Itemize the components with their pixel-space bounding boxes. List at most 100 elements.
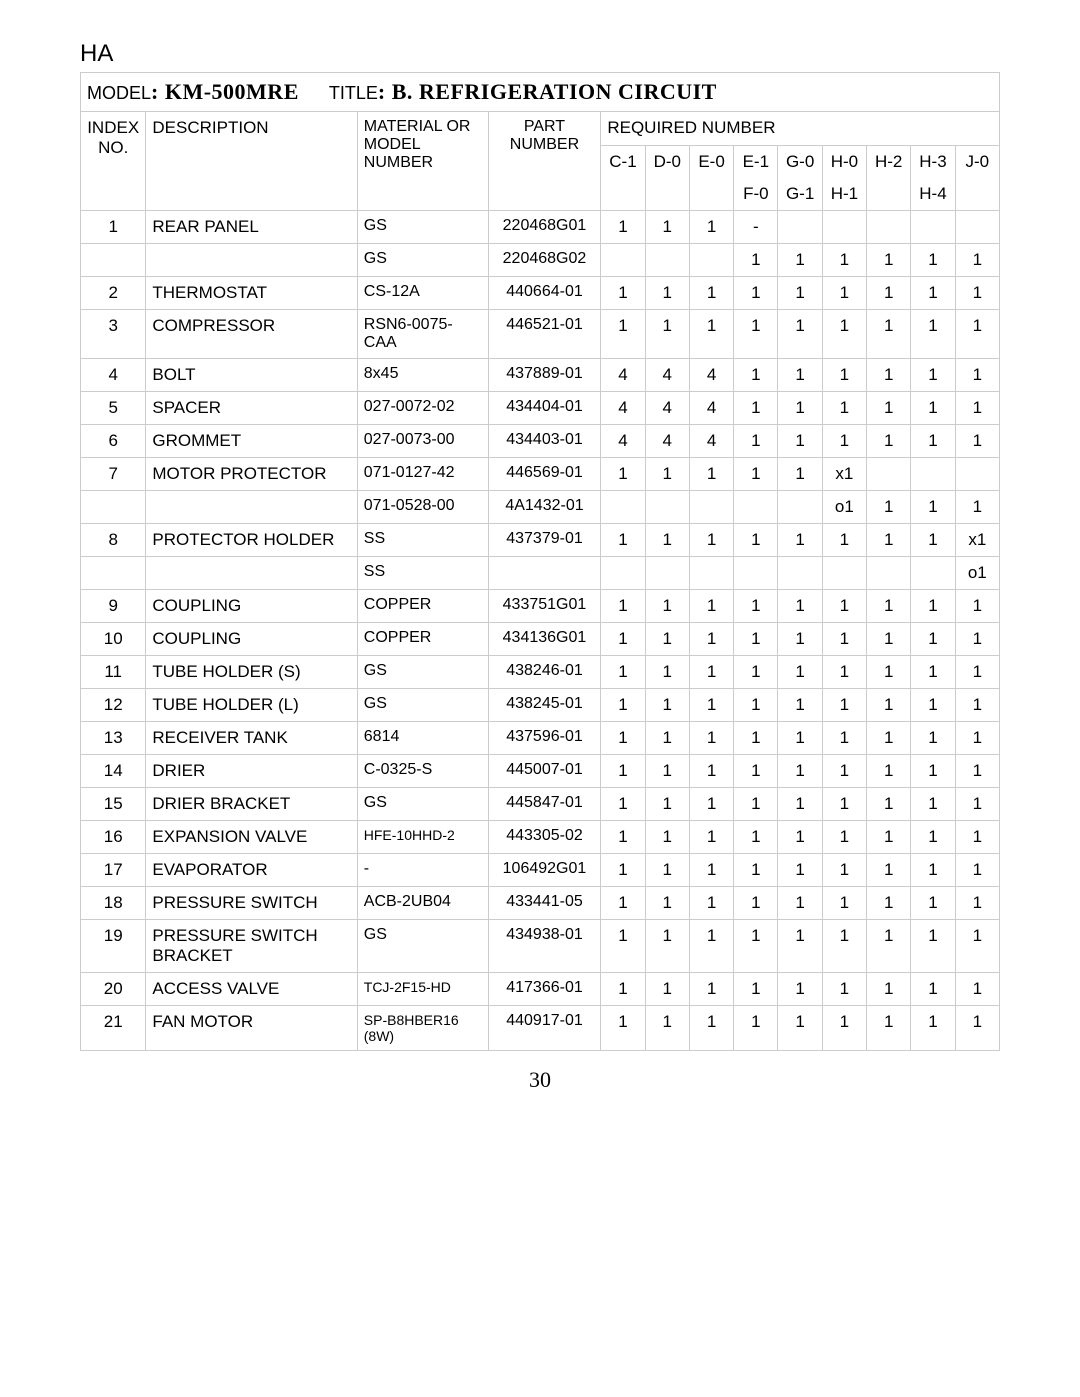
cell-qty: 1 <box>822 755 866 788</box>
cell-qty: 1 <box>645 689 689 722</box>
cell-qty: 1 <box>955 359 999 392</box>
cell-qty: 1 <box>601 656 645 689</box>
cell-description: MOTOR PROTECTOR <box>146 458 357 491</box>
hdr-col-7-bot: H-4 <box>911 178 955 211</box>
cell-qty: 1 <box>955 491 999 524</box>
cell-qty: 1 <box>822 1006 866 1051</box>
cell-qty: 1 <box>778 689 822 722</box>
cell-qty: 1 <box>955 854 999 887</box>
cell-description: REAR PANEL <box>146 211 357 244</box>
cell-qty <box>645 557 689 590</box>
cell-index: 11 <box>81 656 146 689</box>
cell-part: 4A1432-01 <box>488 491 601 524</box>
cell-qty: 1 <box>778 458 822 491</box>
cell-material: SP-B8HBER16 (8W) <box>357 1006 488 1051</box>
cell-qty: 1 <box>867 310 911 359</box>
cell-qty: 1 <box>645 623 689 656</box>
cell-description: FAN MOTOR <box>146 1006 357 1051</box>
cell-qty: 4 <box>645 359 689 392</box>
title-value: : B. REFRIGERATION CIRCUIT <box>378 79 717 104</box>
cell-qty: 1 <box>689 920 733 973</box>
cell-description: TUBE HOLDER (S) <box>146 656 357 689</box>
hdr-col-5-top: H-0 <box>822 145 866 178</box>
cell-qty: 1 <box>955 722 999 755</box>
cell-description: PRESSURE SWITCH BRACKET <box>146 920 357 973</box>
cell-index: 6 <box>81 425 146 458</box>
cell-qty: 1 <box>601 623 645 656</box>
cell-part: 446569-01 <box>488 458 601 491</box>
hdr-part-b <box>488 178 601 211</box>
cell-qty: 1 <box>911 722 955 755</box>
cell-part: 438245-01 <box>488 689 601 722</box>
cell-qty: 1 <box>734 920 778 973</box>
cell-qty: 1 <box>689 973 733 1006</box>
cell-material: GS <box>357 244 488 277</box>
cell-index: 19 <box>81 920 146 973</box>
hdr-col-1-top: D-0 <box>645 145 689 178</box>
cell-qty: 1 <box>822 310 866 359</box>
cell-material: RSN6-0075-CAA <box>357 310 488 359</box>
table-row: 7MOTOR PROTECTOR071-0127-42446569-011111… <box>81 458 1000 491</box>
cell-qty: 1 <box>822 392 866 425</box>
cell-qty <box>955 458 999 491</box>
cell-qty: 1 <box>601 277 645 310</box>
cell-qty: 1 <box>734 689 778 722</box>
header-row-3: F-0 G-1 H-1 H-4 <box>81 178 1000 211</box>
cell-description: EXPANSION VALVE <box>146 821 357 854</box>
cell-part: 434403-01 <box>488 425 601 458</box>
table-row: SSo1 <box>81 557 1000 590</box>
cell-qty: 1 <box>911 277 955 310</box>
cell-qty: 1 <box>689 656 733 689</box>
cell-qty: 1 <box>734 973 778 1006</box>
cell-qty: 4 <box>645 392 689 425</box>
cell-qty: 1 <box>601 458 645 491</box>
page-sheet: HA MODEL: KM-500MRE TITLE: B. REFRIGERAT… <box>0 0 1080 1111</box>
cell-part <box>488 557 601 590</box>
cell-qty: 1 <box>689 1006 733 1051</box>
table-row: 15DRIER BRACKETGS445847-01111111111 <box>81 788 1000 821</box>
cell-qty: 1 <box>867 359 911 392</box>
title-row: MODEL: KM-500MRE TITLE: B. REFRIGERATION… <box>81 73 1000 112</box>
cell-part: 445007-01 <box>488 755 601 788</box>
cell-qty: 1 <box>911 310 955 359</box>
cell-qty <box>689 244 733 277</box>
cell-qty: 1 <box>601 310 645 359</box>
table-row: 13RECEIVER TANK6814437596-01111111111 <box>81 722 1000 755</box>
cell-index: 18 <box>81 887 146 920</box>
cell-qty: 1 <box>778 973 822 1006</box>
cell-material: GS <box>357 689 488 722</box>
cell-qty: 1 <box>911 920 955 973</box>
hdr-col-8-bot <box>955 178 999 211</box>
cell-qty: 1 <box>955 623 999 656</box>
table-row: 20ACCESS VALVETCJ-2F15-HD417366-01111111… <box>81 973 1000 1006</box>
hdr-col-0-top: C-1 <box>601 145 645 178</box>
cell-qty: 1 <box>689 310 733 359</box>
cell-qty: 1 <box>734 310 778 359</box>
hdr-material-b <box>357 178 488 211</box>
hdr-col-3-bot: F-0 <box>734 178 778 211</box>
hdr-col-7-top: H-3 <box>911 145 955 178</box>
cell-qty: 4 <box>601 392 645 425</box>
hdr-col-0-bot <box>601 178 645 211</box>
cell-qty: 1 <box>911 524 955 557</box>
cell-qty: 1 <box>645 920 689 973</box>
cell-qty: 1 <box>867 656 911 689</box>
cell-description: RECEIVER TANK <box>146 722 357 755</box>
cell-qty: 1 <box>645 887 689 920</box>
table-body: 1REAR PANELGS220468G01111-GS220468G02111… <box>81 211 1000 1051</box>
cell-qty: 1 <box>778 656 822 689</box>
corner-label: HA <box>80 40 1000 68</box>
cell-qty: 1 <box>645 788 689 821</box>
cell-qty: 1 <box>955 887 999 920</box>
cell-qty: 1 <box>734 854 778 887</box>
table-row: 10COUPLINGCOPPER434136G01111111111 <box>81 623 1000 656</box>
cell-qty: 1 <box>601 788 645 821</box>
cell-qty: 1 <box>778 722 822 755</box>
cell-qty: 1 <box>955 244 999 277</box>
cell-qty: 1 <box>867 590 911 623</box>
cell-qty: 1 <box>911 425 955 458</box>
cell-qty: o1 <box>822 491 866 524</box>
cell-description: BOLT <box>146 359 357 392</box>
cell-qty: 1 <box>867 920 911 973</box>
cell-qty <box>911 458 955 491</box>
